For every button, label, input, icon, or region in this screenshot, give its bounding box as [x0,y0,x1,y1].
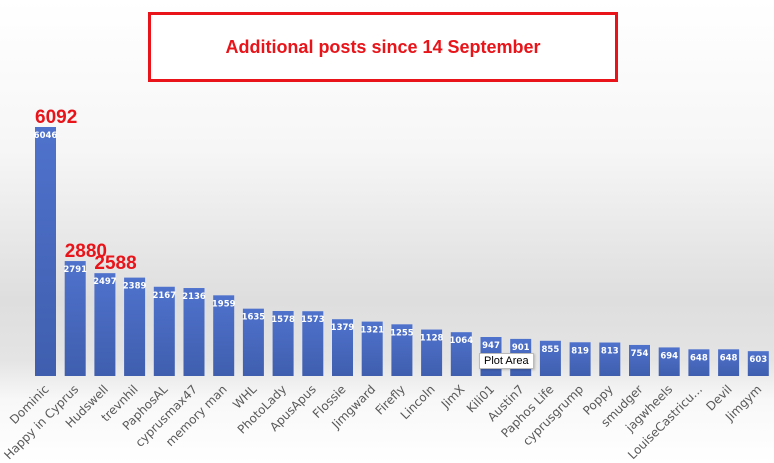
bar-18[interactable] [569,342,591,376]
bar-value-label: 1635 [242,313,266,323]
bar-value-label: 901 [512,343,530,353]
bar-20[interactable] [629,344,650,376]
bar-9[interactable] [302,311,324,376]
bar-value-label: 1578 [271,315,295,325]
chart-title: Additional posts since 14 September [225,36,541,57]
bar-value-label: 2497 [93,277,117,287]
bar-value-label: 1959 [212,299,236,309]
bar-value-label: 1379 [331,323,355,333]
bar-value-label: 819 [571,346,589,356]
bar-value-label: 648 [720,353,738,363]
bar-value-label: 2136 [182,292,206,302]
bar-4[interactable] [153,286,175,376]
bar-value-label: 2389 [123,282,147,292]
bar-12[interactable] [391,324,413,376]
bar-1[interactable] [64,261,86,376]
chart-title-box: Additional posts since 14 September [148,12,618,82]
annotation-label: 2588 [94,253,136,274]
bar-value-label: 813 [601,347,619,357]
bar-5[interactable] [183,288,205,376]
bar-0[interactable] [35,127,56,376]
bar-value-label: 2791 [63,265,87,275]
bar-23[interactable] [718,349,740,376]
bar-3[interactable] [124,277,146,376]
bar-10[interactable] [332,319,353,376]
bar-value-label: 2167 [152,291,176,301]
bar-6[interactable] [213,295,235,376]
bar-7[interactable] [242,308,264,376]
bar-21[interactable] [658,347,680,376]
bar-24[interactable] [747,351,769,376]
bar-value-label: 1064 [449,336,473,346]
bar-value-label: 6046 [34,131,58,141]
bar-22[interactable] [688,349,710,376]
bar-17[interactable] [539,340,561,376]
bar-8[interactable] [272,311,294,376]
x-tick-label: JimX [438,382,468,412]
bar-value-label: 1128 [420,334,444,344]
bar-value-label: 855 [542,345,560,355]
bar-value-label: 648 [690,353,708,363]
bar-value-label: 754 [631,349,649,359]
bar-value-label: 694 [660,351,678,361]
plot-area-tooltip: Plot Area [479,353,534,369]
bar-19[interactable] [599,342,621,376]
bar-value-label: 603 [749,355,767,365]
bar-value-label: 1255 [390,328,414,338]
bar-11[interactable] [361,321,383,376]
bar-14[interactable] [450,332,472,376]
annotation-label: 2880 [65,241,107,262]
bar-value-label: 947 [482,341,500,351]
bar-2[interactable] [94,273,116,376]
bar-13[interactable] [421,329,443,376]
bar-value-label: 1321 [360,326,384,336]
bar-value-label: 1573 [301,315,325,325]
annotation-label: 6092 [35,107,77,128]
